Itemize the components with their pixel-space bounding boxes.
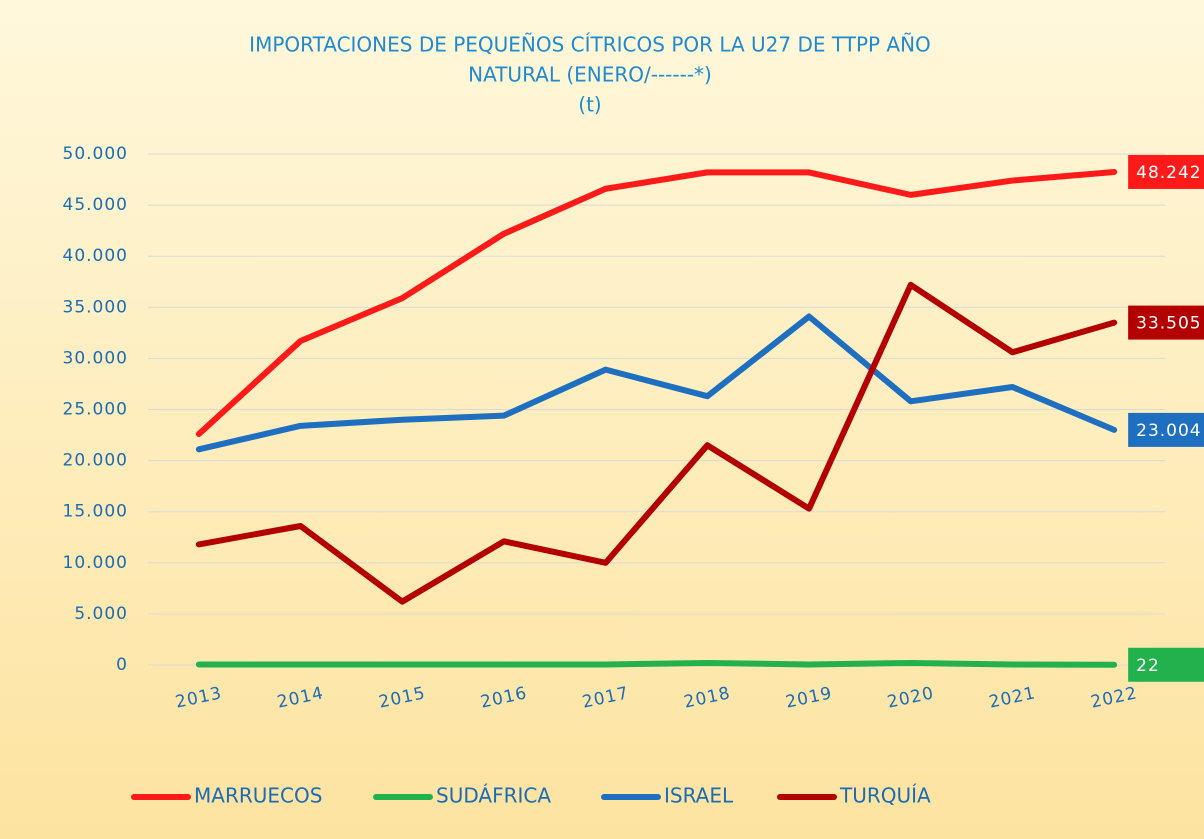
data-label-box: [1128, 154, 1204, 189]
data-label: 33.505: [1136, 314, 1201, 334]
y-tick-label: 45.000: [63, 195, 128, 215]
y-tick-label: 35.000: [63, 297, 128, 317]
chart-subtitle: (t): [578, 93, 601, 117]
series-line: [195, 659, 1118, 668]
y-tick-label: 30.000: [63, 348, 128, 368]
y-tick-label: 40.000: [63, 246, 128, 266]
legend-label: TURQUÍA: [839, 784, 931, 808]
data-label-box: [1128, 305, 1204, 340]
legend-label: SUDÁFRICA: [436, 784, 551, 808]
y-tick-label: 5.000: [74, 604, 128, 624]
y-tick-label: 50.000: [63, 144, 128, 164]
y-tick-label: 15.000: [63, 502, 128, 522]
series-line: [195, 168, 1118, 438]
data-label-box: [1128, 412, 1204, 447]
series-line: [195, 313, 1118, 453]
legend-label: ISRAEL: [664, 784, 734, 808]
chart-title: IMPORTACIONES DE PEQUEÑOS CÍTRICOS POR L…: [249, 33, 931, 57]
data-label-box: [1128, 647, 1204, 682]
series-line: [195, 281, 1118, 605]
y-tick-label: 10.000: [63, 553, 128, 573]
y-tick-label: 0: [116, 655, 128, 675]
y-tick-label: 25.000: [63, 400, 128, 420]
data-label: 48.242: [1136, 163, 1201, 183]
y-tick-label: 20.000: [63, 451, 128, 471]
data-label: 22: [1136, 656, 1160, 676]
legend-label: MARRUECOS: [194, 784, 322, 808]
data-label: 23.004: [1136, 421, 1201, 441]
chart-title: NATURAL (ENERO/------*): [468, 63, 712, 87]
